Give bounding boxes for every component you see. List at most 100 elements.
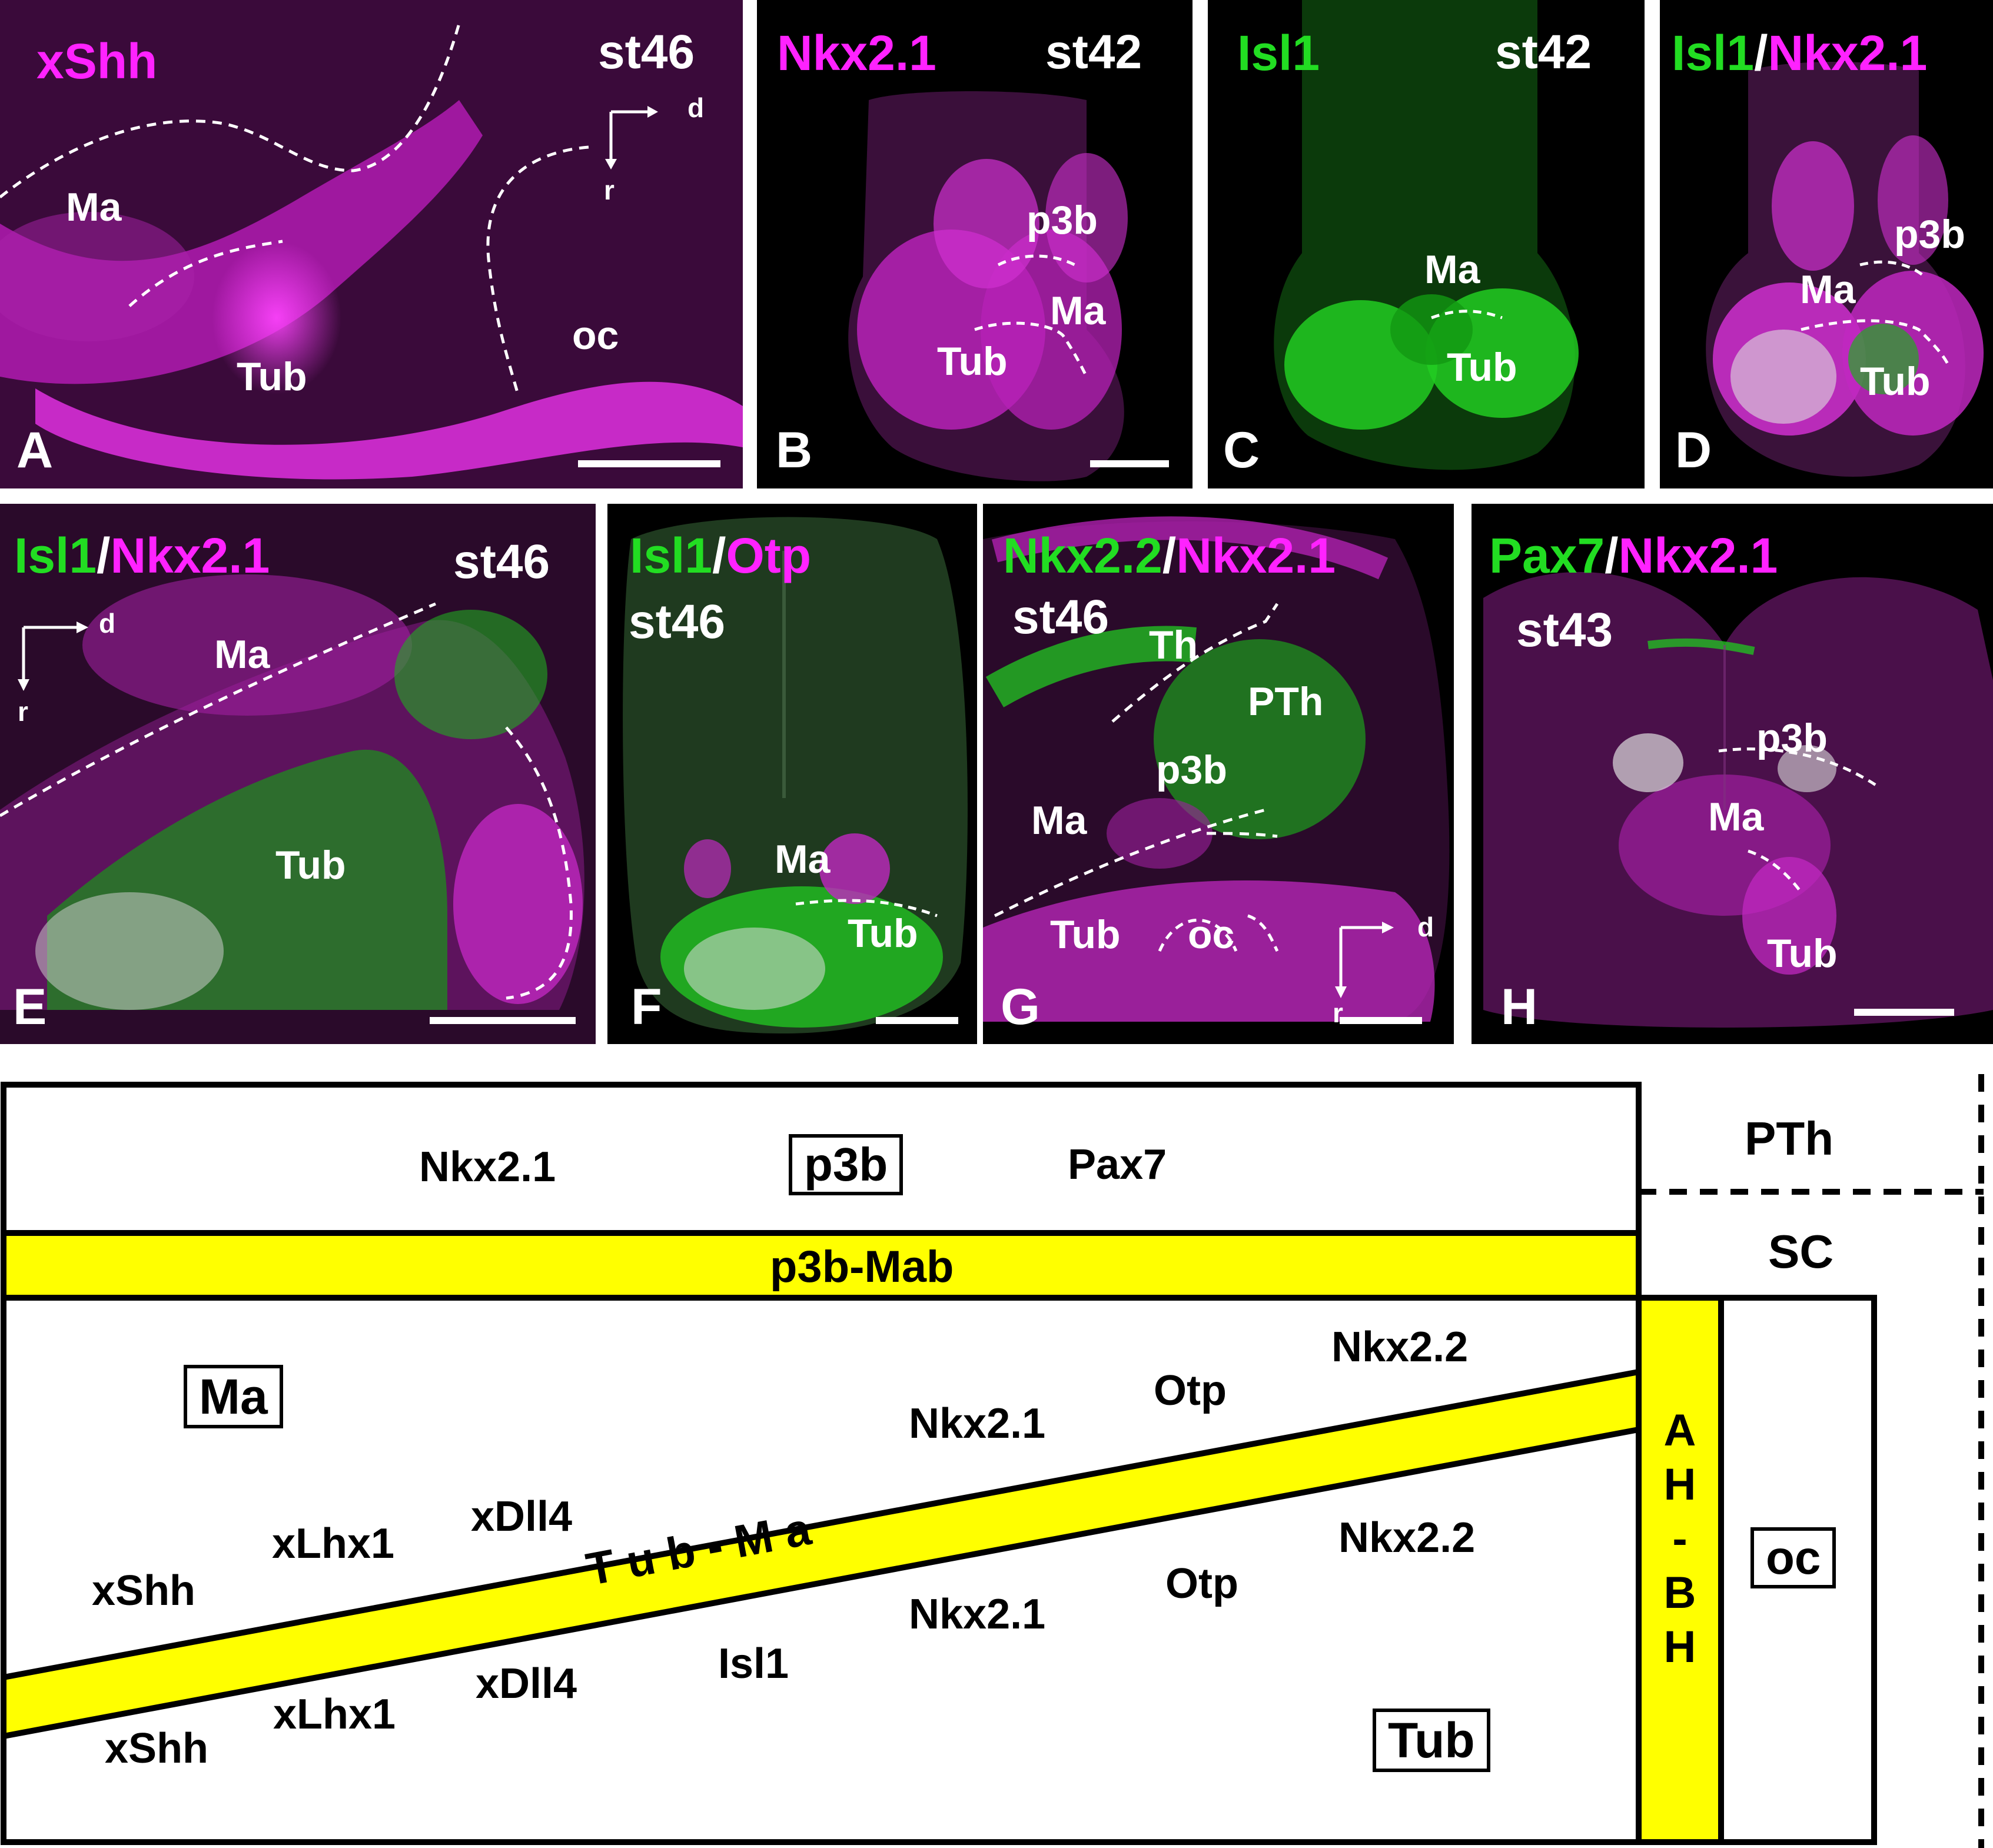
lower-xlhx1-label: xLhx1 bbox=[273, 1691, 396, 1738]
ah-bh-letter: H bbox=[1663, 1622, 1696, 1672]
region-ma: Ma bbox=[1708, 795, 1764, 839]
marker-separator: / bbox=[1162, 528, 1177, 583]
scale-bar bbox=[1340, 1017, 1422, 1024]
panel-letter: D bbox=[1675, 422, 1712, 478]
panel-letter: C bbox=[1223, 422, 1260, 478]
panel-e-image bbox=[0, 504, 596, 1044]
scale-bar bbox=[430, 1017, 576, 1024]
panel-d-boundaries bbox=[1801, 260, 1950, 366]
stage-label: st46 bbox=[453, 535, 550, 589]
marker-label: Isl1/Nkx2.1 bbox=[1672, 28, 1927, 78]
marker-label: Isl1 bbox=[1237, 25, 1320, 81]
marker-magenta: Nkx2.1 bbox=[1176, 528, 1336, 583]
orientation-axis-icon bbox=[1335, 922, 1394, 998]
stage-label: st42 bbox=[1045, 25, 1142, 79]
panel-letter: B bbox=[776, 422, 813, 478]
p3b-box-label: p3b bbox=[789, 1134, 904, 1195]
panel-h: Pax7/Nkx2.1 st43 p3b Ma Tub H bbox=[1472, 504, 1993, 1044]
p3b-mab-label: p3b-Mab bbox=[770, 1242, 954, 1292]
panel-d-image bbox=[1706, 62, 1984, 477]
panel-b: Nkx2.1 st42 p3b Ma Tub B bbox=[757, 0, 1193, 488]
region-oc: oc bbox=[572, 313, 619, 358]
region-ma: Ma bbox=[1050, 288, 1106, 333]
p3b-nkx21-label: Nkx2.1 bbox=[419, 1144, 556, 1191]
region-tub: Tub bbox=[1447, 345, 1517, 390]
lower-isl1-label: Isl1 bbox=[718, 1640, 789, 1687]
axis-d-label: d bbox=[99, 608, 116, 639]
marker-green: Pax7 bbox=[1489, 528, 1605, 583]
marker-label: Isl1/Nkx2.1 bbox=[14, 531, 270, 580]
panel-b-image bbox=[848, 91, 1128, 481]
region-tub: Tub bbox=[848, 911, 918, 956]
diagram-lines bbox=[1, 1074, 1984, 1848]
panel-c: Isl1 st42 Ma Tub C bbox=[1208, 0, 1645, 488]
lower-xdll4-label: xDll4 bbox=[476, 1660, 577, 1707]
marker-label: Isl1/Otp bbox=[630, 531, 811, 580]
ah-bh-letter: B bbox=[1663, 1568, 1696, 1618]
marker-magenta: Otp bbox=[726, 528, 812, 583]
axis-r-label: r bbox=[604, 175, 614, 205]
oc-box-label: oc bbox=[1750, 1527, 1836, 1588]
panel-b-boundaries bbox=[974, 254, 1088, 378]
panel-c-boundaries bbox=[1431, 310, 1503, 320]
stage-label: st42 bbox=[1495, 25, 1592, 79]
scale-bar bbox=[578, 460, 720, 467]
marker-magenta: Nkx2.1 bbox=[1768, 25, 1928, 81]
panel-g-image bbox=[983, 516, 1450, 1022]
orientation-axis-icon bbox=[18, 621, 88, 691]
ah-bh-label: A H - B H bbox=[1639, 1404, 1721, 1674]
panel-letter: A bbox=[16, 422, 54, 478]
region-ma: Ma bbox=[1031, 798, 1087, 843]
panel-a: xShh st46 Ma Tub oc d r A bbox=[0, 0, 743, 488]
panel-c-image bbox=[1274, 0, 1579, 470]
region-oc: oc bbox=[1188, 912, 1235, 957]
region-p3b: p3b bbox=[1027, 198, 1098, 242]
upper-xshh-label: xShh bbox=[92, 1567, 196, 1614]
marker-green: Nkx2.2 bbox=[1003, 528, 1162, 583]
scale-bar bbox=[1090, 460, 1169, 467]
stage-label: st46 bbox=[598, 25, 695, 79]
marker-separator: / bbox=[97, 528, 111, 583]
stage-label: st46 bbox=[1012, 590, 1110, 644]
ah-bh-letter: H bbox=[1663, 1460, 1696, 1510]
axis-r-label: r bbox=[18, 696, 28, 727]
marker-green: Isl1 bbox=[1672, 25, 1755, 81]
axis-d-label: d bbox=[687, 92, 705, 123]
region-tub: Tub bbox=[237, 354, 307, 399]
marker-green: Isl1 bbox=[630, 528, 713, 583]
scale-bar bbox=[1854, 1009, 1954, 1016]
ma-box-label: Ma bbox=[184, 1365, 283, 1428]
region-p3b: p3b bbox=[1756, 716, 1828, 760]
region-ma: Ma bbox=[775, 837, 831, 882]
ah-bh-letter: - bbox=[1672, 1514, 1688, 1564]
region-ma: Ma bbox=[214, 632, 270, 677]
axis-d-label: d bbox=[1417, 912, 1434, 942]
panel-f-image bbox=[623, 517, 968, 1033]
panel-a-boundaries bbox=[0, 23, 589, 395]
orientation-axis-icon bbox=[605, 106, 658, 169]
region-tub: Tub bbox=[275, 843, 346, 888]
panel-letter: H bbox=[1501, 979, 1538, 1035]
panel-letter: E bbox=[13, 979, 47, 1035]
panel-g-boundaries bbox=[994, 603, 1279, 952]
panel-h-image bbox=[1483, 571, 1993, 1028]
p3b-pax7-label: Pax7 bbox=[1068, 1141, 1167, 1188]
upper-nkx22-label: Nkx2.2 bbox=[1331, 1324, 1469, 1371]
upper-xlhx1-label: xLhx1 bbox=[272, 1520, 395, 1567]
marker-magenta: Nkx2.1 bbox=[1618, 528, 1778, 583]
lower-xshh-label: xShh bbox=[105, 1725, 209, 1772]
tub-box-label: Tub bbox=[1373, 1709, 1490, 1772]
region-ma: Ma bbox=[1800, 267, 1856, 312]
upper-nkx21-label: Nkx2.1 bbox=[909, 1400, 1046, 1447]
region-ma: Ma bbox=[66, 185, 122, 230]
stage-label: st43 bbox=[1516, 603, 1613, 657]
marker-label: xShh bbox=[36, 34, 158, 89]
marker-separator: / bbox=[712, 528, 726, 583]
lower-otp-label: Otp bbox=[1165, 1560, 1238, 1607]
region-p3b: p3b bbox=[1894, 212, 1965, 257]
region-th: Th bbox=[1149, 623, 1198, 667]
ah-bh-letter: A bbox=[1663, 1405, 1696, 1455]
panel-g: Nkx2.2/Nkx2.1 st46 Th PTh p3b Ma Tub oc … bbox=[983, 504, 1454, 1044]
region-tub: Tub bbox=[1860, 359, 1931, 404]
marker-separator: / bbox=[1605, 528, 1619, 583]
